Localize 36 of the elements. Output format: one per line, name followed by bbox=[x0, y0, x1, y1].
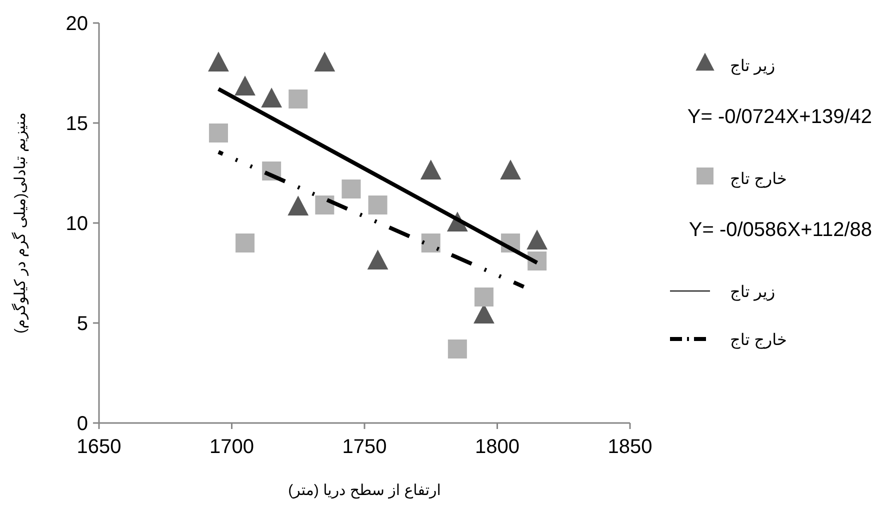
legend-label: خارج تاج bbox=[730, 171, 787, 188]
x-tick-label: 1850 bbox=[608, 436, 652, 458]
point bbox=[367, 250, 388, 270]
point bbox=[208, 52, 229, 72]
x-tick-label: 1800 bbox=[475, 436, 520, 458]
point bbox=[288, 90, 308, 108]
point bbox=[288, 196, 309, 216]
legend-label: خارج تاج bbox=[730, 332, 787, 349]
y-axis-title: منیزیم تبادلی(میلی گرم در کیلوگرم) bbox=[11, 112, 29, 334]
x-tick-label: 1650 bbox=[76, 436, 122, 458]
y-tick-label: 20 bbox=[66, 13, 88, 35]
x-tick-label: 1750 bbox=[342, 436, 387, 458]
point bbox=[420, 160, 442, 180]
y-tick-label: 15 bbox=[66, 113, 88, 135]
legend-label: زیر تاج bbox=[730, 284, 776, 301]
y-tick-label: 10 bbox=[66, 213, 88, 235]
point bbox=[236, 234, 255, 252]
point bbox=[208, 124, 228, 142]
x-tick-label: 1700 bbox=[210, 436, 254, 458]
point bbox=[314, 52, 336, 72]
text: Y= -0/0724X+139/42 bbox=[687, 106, 872, 128]
point bbox=[368, 196, 388, 214]
point bbox=[474, 288, 494, 306]
y-tick-label: 0 bbox=[76, 413, 88, 435]
legend-label: زیر تاج bbox=[730, 58, 776, 75]
point bbox=[448, 340, 467, 358]
point bbox=[526, 230, 548, 250]
point bbox=[500, 160, 521, 180]
point bbox=[342, 180, 361, 198]
text: Y= -0/0586X+112/88 bbox=[688, 219, 872, 241]
point bbox=[315, 196, 334, 214]
y-tick-label: 5 bbox=[76, 313, 88, 335]
x-axis-title: ارتفاع از سطح دریا (متر) bbox=[288, 482, 441, 499]
point bbox=[261, 88, 282, 108]
point bbox=[234, 76, 256, 96]
point bbox=[421, 234, 440, 252]
